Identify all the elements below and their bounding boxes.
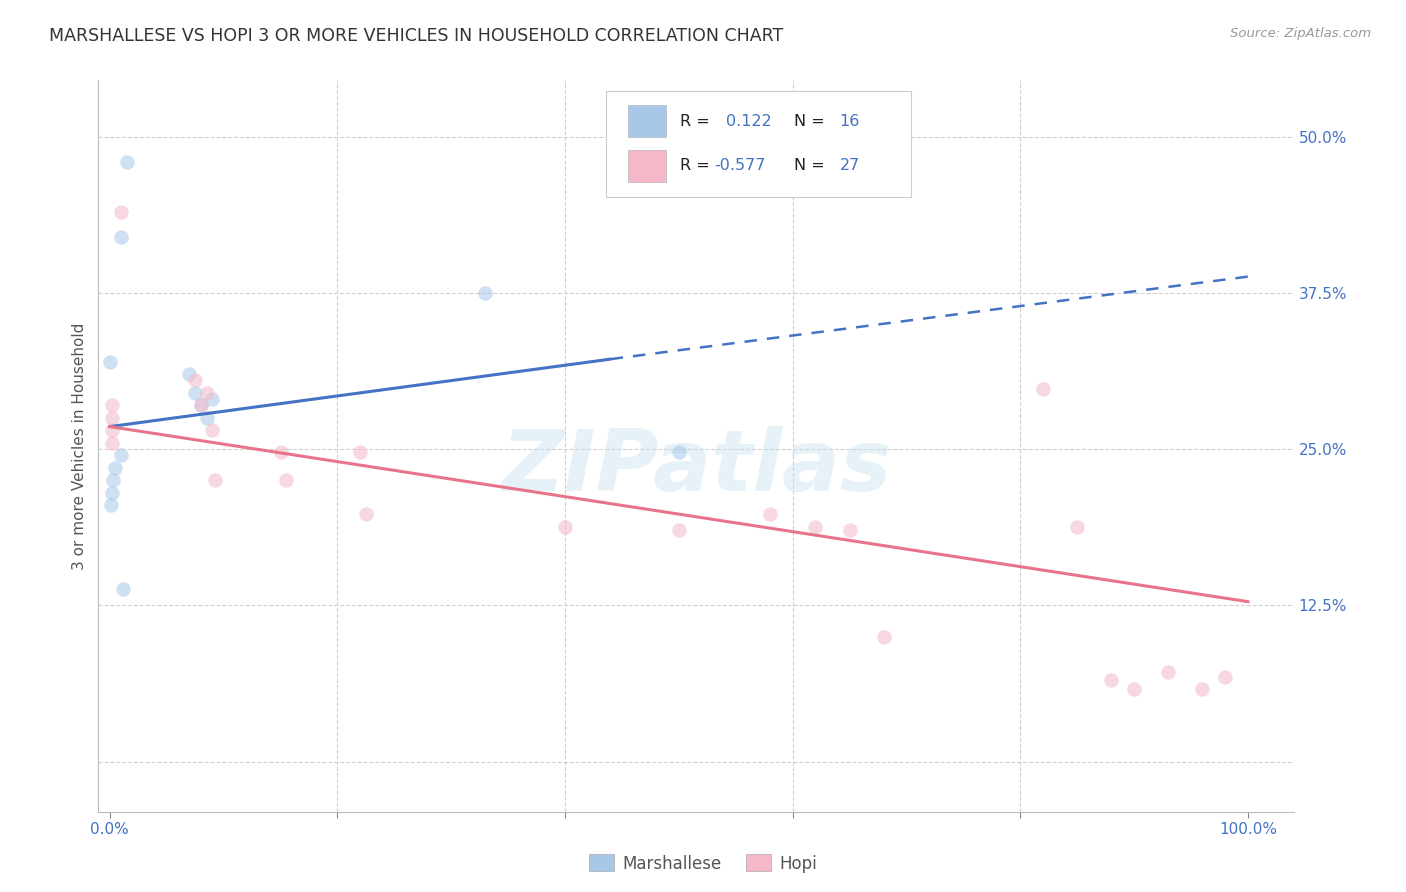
Point	[668, 524, 690, 538]
Text: 27: 27	[839, 158, 859, 173]
Point	[104, 461, 127, 475]
Point	[873, 630, 896, 644]
Point	[204, 474, 226, 488]
Point	[1191, 682, 1213, 697]
Point	[474, 285, 496, 300]
FancyBboxPatch shape	[628, 150, 666, 182]
Point	[101, 435, 124, 450]
Point	[1032, 382, 1054, 396]
Point	[1157, 665, 1180, 679]
Point	[103, 474, 125, 488]
Point	[1123, 682, 1146, 697]
Point	[101, 410, 124, 425]
Point	[759, 507, 782, 521]
Text: -0.577: -0.577	[714, 158, 765, 173]
FancyBboxPatch shape	[606, 91, 911, 197]
Point	[110, 449, 132, 463]
Point	[270, 444, 292, 458]
Text: 16: 16	[839, 114, 859, 128]
Text: Source: ZipAtlas.com: Source: ZipAtlas.com	[1230, 27, 1371, 40]
Point	[100, 499, 122, 513]
Point	[184, 385, 207, 400]
Point	[349, 444, 371, 458]
Text: R =: R =	[681, 114, 716, 128]
Point	[190, 398, 212, 412]
Point	[1066, 519, 1088, 533]
Point	[354, 507, 377, 521]
Legend: Marshallese, Hopi: Marshallese, Hopi	[582, 847, 824, 880]
Y-axis label: 3 or more Vehicles in Household: 3 or more Vehicles in Household	[72, 322, 87, 570]
Text: R =: R =	[681, 158, 716, 173]
Point	[195, 410, 218, 425]
Point	[101, 486, 124, 500]
FancyBboxPatch shape	[628, 105, 666, 137]
Point	[115, 154, 138, 169]
Point	[276, 474, 298, 488]
Point	[201, 423, 224, 437]
Point	[1213, 670, 1236, 684]
Point	[101, 398, 124, 412]
Point	[201, 392, 224, 406]
Point	[804, 519, 827, 533]
Point	[1099, 673, 1122, 688]
Point	[554, 519, 576, 533]
Point	[112, 582, 135, 596]
Text: 0.122: 0.122	[725, 114, 772, 128]
Text: N =: N =	[794, 114, 830, 128]
Point	[190, 398, 212, 412]
Point	[110, 229, 132, 244]
Point	[195, 385, 218, 400]
Point	[98, 354, 121, 368]
Point	[179, 367, 201, 381]
Point	[184, 373, 207, 387]
Point	[110, 204, 132, 219]
Point	[838, 524, 860, 538]
Point	[668, 444, 690, 458]
Text: MARSHALLESE VS HOPI 3 OR MORE VEHICLES IN HOUSEHOLD CORRELATION CHART: MARSHALLESE VS HOPI 3 OR MORE VEHICLES I…	[49, 27, 783, 45]
Text: ZIPatlas: ZIPatlas	[501, 426, 891, 509]
Point	[101, 423, 124, 437]
Text: N =: N =	[794, 158, 830, 173]
